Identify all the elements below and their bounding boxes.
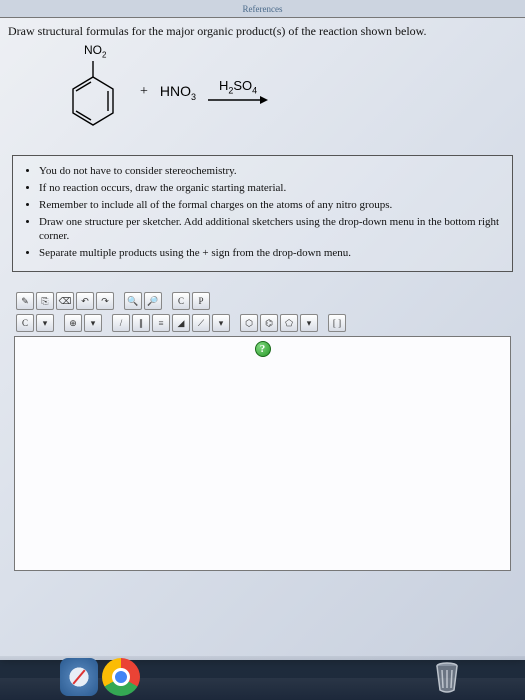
reaction-arrow-group: H2SO4 [208, 78, 268, 106]
dock-safari-icon[interactable] [60, 658, 98, 696]
tool-cp-icon[interactable]: C [172, 292, 190, 310]
macos-dock [0, 656, 525, 700]
tool-paste-icon[interactable]: P [192, 292, 210, 310]
bracket-tool-icon[interactable]: [ ] [328, 314, 346, 332]
charge-plus-button[interactable]: ⊕ [64, 314, 82, 332]
dash-bond-icon[interactable]: ⟋ [192, 314, 210, 332]
reaction-scheme: NO2 + HNO3 H2SO4 [58, 47, 517, 137]
tool-copy-icon[interactable]: ⎘ [36, 292, 54, 310]
nitrobenzene-structure: NO2 [58, 47, 128, 137]
content-area: Draw structural formulas for the major o… [0, 18, 525, 575]
instructions-box: You do not have to consider stereochemis… [12, 155, 513, 272]
atom-dropdown-icon[interactable]: ▾ [36, 314, 54, 332]
sketcher-toolbar-1: ✎ ⎘ ⌫ ↶ ↷ 🔍 🔎 C P [14, 290, 511, 312]
instruction-item: Remember to include all of the formal ch… [39, 198, 502, 213]
single-bond-icon[interactable]: / [112, 314, 130, 332]
instruction-item: You do not have to consider stereochemis… [39, 164, 502, 179]
triple-bond-icon[interactable]: ≡ [152, 314, 170, 332]
ring-dropdown-icon[interactable]: ▾ [300, 314, 318, 332]
arrow-icon [208, 94, 268, 106]
atom-c-button[interactable]: C [16, 314, 34, 332]
tool-pointer-icon[interactable]: ✎ [16, 292, 34, 310]
charge-dropdown-icon[interactable]: ▾ [84, 314, 102, 332]
help-icon[interactable]: ? [255, 341, 271, 357]
bond-dropdown-icon[interactable]: ▾ [212, 314, 230, 332]
tool-undo-icon[interactable]: ↶ [76, 292, 94, 310]
worksheet-page: References Draw structural formulas for … [0, 0, 525, 660]
sketcher-toolbar-2: C ▾ ⊕ ▾ / ∥ ≡ ◢ ⟋ ▾ ⬡ ⌬ ⬠ ▾ [ ] [14, 312, 511, 334]
ring-pentagon-icon[interactable]: ⬠ [280, 314, 298, 332]
ring-hexagon-icon[interactable]: ⬡ [240, 314, 258, 332]
references-label: References [243, 4, 283, 14]
plus-sign: + [140, 84, 148, 100]
question-prompt: Draw structural formulas for the major o… [8, 24, 517, 39]
instruction-item: Separate multiple products using the + s… [39, 246, 502, 261]
sketcher-widget: ✎ ⎘ ⌫ ↶ ↷ 🔍 🔎 C P C ▾ ⊕ ▾ / ∥ [14, 290, 511, 571]
tool-erase-icon[interactable]: ⌫ [56, 292, 74, 310]
ring-benzene-icon[interactable]: ⌬ [260, 314, 278, 332]
dock-chrome-icon[interactable] [102, 658, 140, 696]
sketcher-canvas[interactable]: ? [14, 336, 511, 571]
reagent-hno3: HNO3 [160, 83, 196, 102]
double-bond-icon[interactable]: ∥ [132, 314, 150, 332]
instruction-item: Draw one structure per sketcher. Add add… [39, 215, 502, 245]
no2-label: NO2 [84, 43, 106, 59]
tool-zoomout-icon[interactable]: 🔍 [124, 292, 142, 310]
tool-redo-icon[interactable]: ↷ [96, 292, 114, 310]
instruction-item: If no reaction occurs, draw the organic … [39, 181, 502, 196]
tool-zoomin-icon[interactable]: 🔎 [144, 292, 162, 310]
references-bar[interactable]: References [0, 0, 525, 18]
wedge-bond-icon[interactable]: ◢ [172, 314, 190, 332]
